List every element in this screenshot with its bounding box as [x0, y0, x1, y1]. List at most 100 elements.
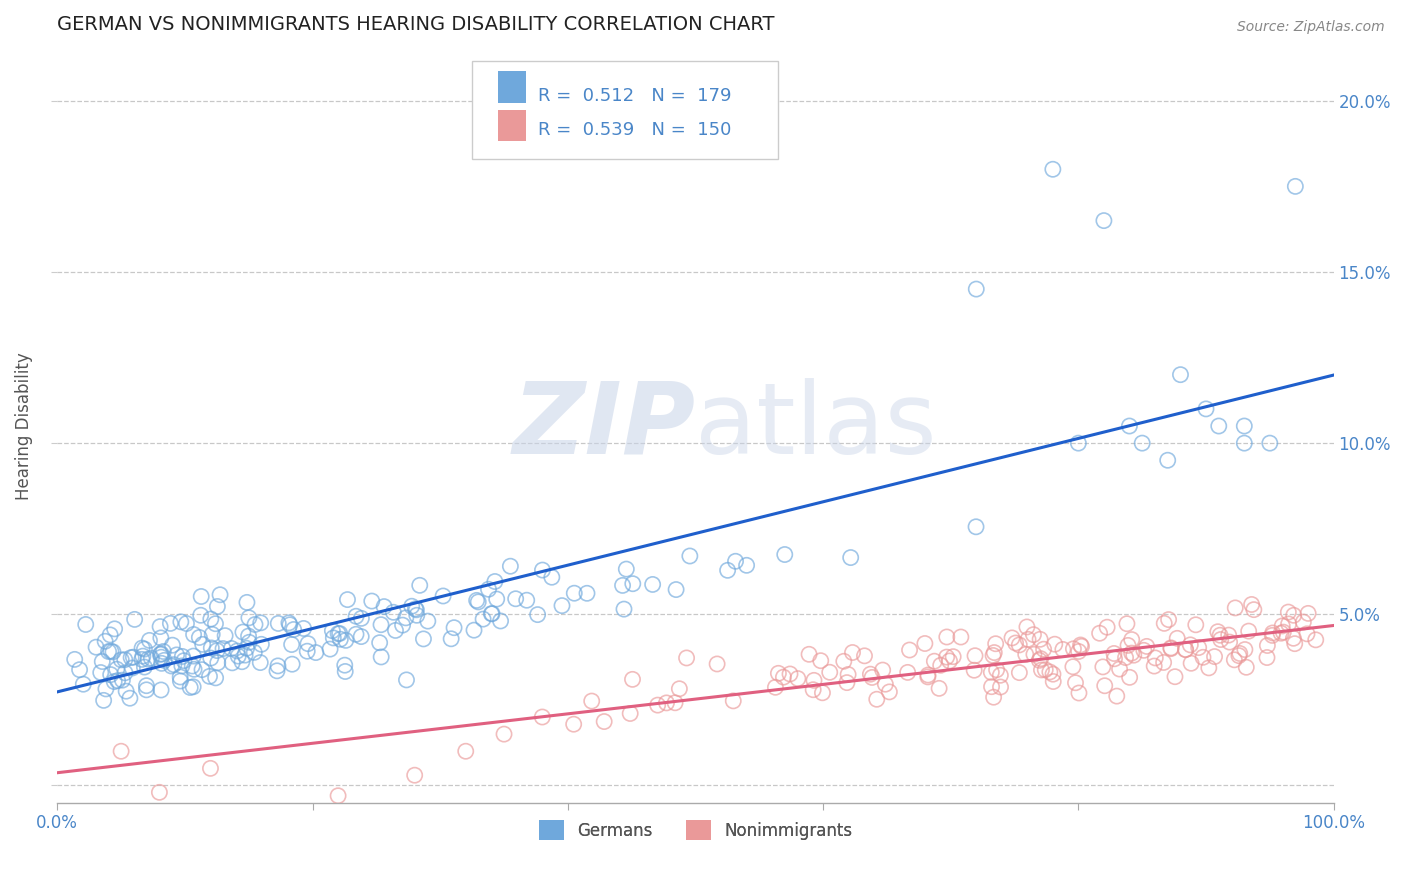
FancyBboxPatch shape	[498, 110, 526, 141]
Point	[853, 648, 876, 663]
Point	[928, 681, 950, 696]
Point	[917, 670, 939, 684]
Point	[1225, 601, 1247, 615]
Point	[1153, 656, 1175, 670]
Y-axis label: Hearing Disability: Hearing Disability	[15, 352, 32, 500]
Point	[160, 659, 183, 673]
Point	[404, 768, 426, 782]
Point	[988, 668, 1011, 682]
Point	[344, 627, 367, 641]
FancyBboxPatch shape	[498, 71, 526, 103]
Point	[1271, 619, 1294, 633]
Point	[1209, 628, 1232, 642]
Point	[965, 282, 987, 296]
Text: R =  0.512   N =  179: R = 0.512 N = 179	[538, 87, 733, 104]
Point	[668, 681, 690, 696]
Point	[935, 630, 957, 644]
Point	[1188, 640, 1211, 655]
Point	[114, 665, 136, 680]
Point	[191, 637, 214, 651]
Point	[183, 662, 205, 676]
Point	[104, 622, 127, 636]
Point	[980, 680, 1002, 694]
Point	[94, 634, 117, 648]
Point	[492, 727, 515, 741]
Point	[205, 643, 228, 657]
Point	[115, 684, 138, 698]
Point	[1180, 657, 1202, 671]
Point	[267, 616, 290, 631]
Point	[97, 644, 120, 658]
Point	[1204, 649, 1226, 664]
Point	[336, 592, 359, 607]
Point	[148, 785, 170, 799]
Point	[333, 658, 356, 673]
Point	[1143, 659, 1166, 673]
Point	[965, 520, 987, 534]
Point	[124, 612, 146, 626]
Point	[1272, 625, 1295, 640]
Point	[212, 641, 235, 656]
Text: ZIP: ZIP	[512, 377, 696, 475]
Point	[832, 654, 855, 668]
Point	[249, 656, 271, 670]
Point	[1292, 615, 1315, 629]
Point	[1277, 605, 1299, 619]
Point	[149, 631, 172, 645]
Point	[183, 627, 205, 641]
Point	[172, 649, 194, 664]
Point	[1108, 662, 1130, 676]
Point	[416, 614, 439, 628]
Point	[1305, 632, 1327, 647]
Point	[1296, 607, 1319, 621]
Point	[136, 652, 159, 666]
Point	[382, 605, 405, 619]
Point	[250, 637, 273, 651]
Point	[540, 570, 562, 584]
Point	[188, 631, 211, 645]
Point	[1270, 626, 1292, 640]
Point	[897, 665, 920, 680]
Point	[368, 636, 391, 650]
Point	[170, 659, 193, 673]
Point	[1234, 660, 1257, 674]
Point	[93, 693, 115, 707]
Point	[935, 650, 957, 665]
Point	[159, 616, 181, 631]
Point	[1227, 648, 1250, 663]
Point	[879, 685, 901, 699]
Point	[84, 640, 107, 655]
Point	[1153, 616, 1175, 631]
Point	[153, 653, 176, 667]
Point	[150, 683, 173, 698]
Point	[1240, 598, 1263, 612]
Point	[1223, 653, 1246, 667]
Point	[1062, 641, 1084, 656]
Point	[562, 717, 585, 731]
Point	[169, 673, 191, 688]
Point	[1233, 419, 1256, 434]
Point	[465, 593, 488, 607]
Point	[135, 682, 157, 697]
Point	[1243, 602, 1265, 616]
Point	[619, 706, 641, 721]
Point	[249, 615, 271, 630]
Point	[1032, 642, 1054, 657]
Point	[472, 612, 495, 626]
Point	[98, 628, 121, 642]
Point	[373, 599, 395, 614]
Point	[138, 633, 160, 648]
Point	[100, 667, 122, 681]
Point	[404, 602, 426, 616]
Point	[405, 608, 427, 623]
Point	[1258, 436, 1281, 450]
Point	[395, 611, 418, 625]
Point	[335, 665, 357, 679]
Point	[226, 649, 249, 664]
Point	[238, 635, 260, 649]
Point	[1133, 643, 1156, 657]
Point	[122, 650, 145, 665]
Point	[432, 589, 454, 603]
Point	[1029, 651, 1052, 665]
Point	[405, 603, 427, 617]
